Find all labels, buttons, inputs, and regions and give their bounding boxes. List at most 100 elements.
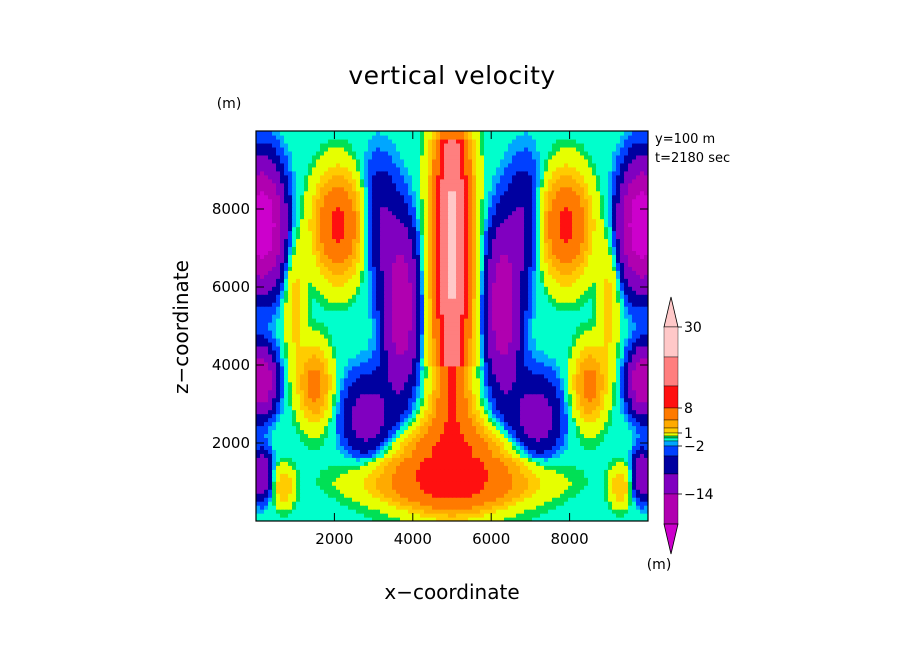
field-cell [484,501,489,506]
field-cell [500,365,505,371]
field-cell [484,381,489,387]
field-cell [272,461,277,466]
field-cell [484,505,489,510]
field-cell [268,389,273,395]
field-cell [396,425,401,431]
field-cell [344,397,349,403]
field-cell [488,425,493,431]
field-cell [336,373,341,379]
field-cell [568,501,573,506]
field-cell [552,433,557,439]
field-cell [424,437,429,443]
field-cell [456,353,461,359]
field-cell [492,377,497,383]
field-cell [616,361,621,367]
field-cell [472,365,477,371]
field-cell [272,377,277,383]
field-cell [540,329,545,335]
field-cell [608,361,613,367]
field-cell [364,353,369,359]
field-cell [508,517,513,521]
field-cell [400,477,405,482]
field-cell [432,421,437,427]
field-cell [428,417,433,423]
field-cell [592,453,597,458]
field-cell [552,513,557,518]
field-cell [524,329,529,335]
field-cell [256,517,261,521]
field-cell [284,369,289,375]
field-cell [288,457,293,462]
field-cell [568,345,573,351]
field-cell [320,441,325,446]
field-cell [568,385,573,391]
field-cell [548,349,553,355]
field-cell [596,517,601,521]
field-cell [628,326,633,331]
field-cell [328,457,333,462]
field-cell [448,445,453,450]
field-cell [596,322,601,327]
field-cell [532,425,537,431]
field-cell [280,326,285,331]
field-cell [340,489,345,494]
field-cell [312,349,317,355]
field-cell [536,397,541,403]
field-cell [496,377,501,383]
field-cell [644,445,648,450]
field-cell [268,409,273,415]
field-cell [344,365,349,371]
field-cell [480,329,485,335]
field-cell [560,401,565,407]
field-cell [452,513,457,518]
field-cell [316,493,321,498]
field-cell [396,373,401,379]
field-cell [508,429,513,435]
field-cell [456,349,461,355]
field-cell [508,505,513,510]
field-cell [472,441,477,446]
field-cell [284,501,289,506]
field-cell [360,353,365,359]
field-cell [400,318,405,323]
field-cell [636,413,641,419]
field-cell [560,333,565,339]
field-cell [560,393,565,399]
field-cell [580,513,585,518]
field-cell [308,385,313,391]
field-cell [304,329,309,335]
field-cell [636,329,641,335]
field-cell [280,413,285,419]
field-cell [292,365,297,371]
field-cell [460,477,465,482]
field-cell [580,461,585,466]
field-cell [388,465,393,470]
field-cell [420,445,425,450]
field-cell [524,489,529,494]
field-cell [256,322,261,327]
field-cell [600,333,605,339]
field-cell [608,318,613,323]
field-cell [256,405,261,411]
field-cell [316,453,321,458]
field-cell [344,465,349,470]
field-cell [464,409,469,415]
field-cell [324,465,329,470]
field-cell [408,345,413,351]
field-cell [644,369,648,375]
field-cell [332,421,337,427]
field-cell [608,333,613,339]
field-cell [452,381,457,387]
field-cell [548,353,553,359]
field-cell [464,505,469,510]
field-cell [320,445,325,450]
field-cell [380,417,385,423]
field-cell [420,437,425,443]
field-cell [312,481,317,486]
field-cell [520,318,525,323]
field-cell [628,373,633,379]
field-cell [448,373,453,379]
field-cell [264,441,269,446]
field-cell [380,481,385,486]
field-cell [444,385,449,391]
